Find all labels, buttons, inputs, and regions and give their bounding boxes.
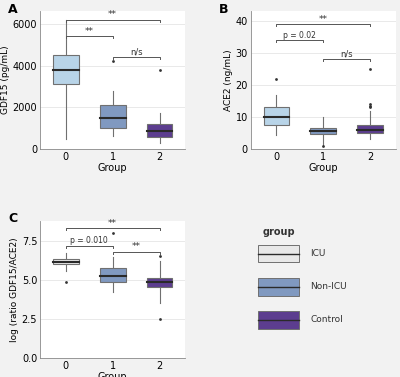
Y-axis label: log (ratio GDF15/ACE2): log (ratio GDF15/ACE2) [10,237,19,342]
Y-axis label: ACE2 (ng/mL): ACE2 (ng/mL) [224,49,233,111]
Bar [147,124,172,138]
Bar [310,128,336,133]
Bar [264,107,289,125]
Text: **: ** [85,27,94,36]
Text: group: group [262,227,295,238]
X-axis label: Group: Group [308,163,338,173]
Text: n/s: n/s [340,50,353,59]
FancyBboxPatch shape [258,311,299,329]
Bar [53,55,79,84]
FancyBboxPatch shape [258,245,299,262]
Text: p = 0.02: p = 0.02 [284,31,316,40]
Text: ICU: ICU [310,249,326,258]
X-axis label: Group: Group [98,163,128,173]
Text: **: ** [108,10,117,19]
Bar [100,105,126,128]
Text: **: ** [132,242,140,251]
Text: C: C [8,212,17,225]
Text: n/s: n/s [130,48,142,57]
Text: A: A [8,3,18,16]
Bar [357,125,383,133]
Text: **: ** [108,219,117,228]
Y-axis label: GDF15 (pg/mL): GDF15 (pg/mL) [1,46,10,115]
Bar [53,259,79,264]
X-axis label: Group: Group [98,372,128,377]
Bar [100,268,126,282]
Bar [147,278,172,287]
Text: Control: Control [310,315,343,324]
Text: Non-ICU: Non-ICU [310,282,347,291]
Text: **: ** [319,15,328,24]
FancyBboxPatch shape [258,277,299,296]
Text: B: B [219,3,228,16]
Text: p = 0.010: p = 0.010 [70,236,108,245]
